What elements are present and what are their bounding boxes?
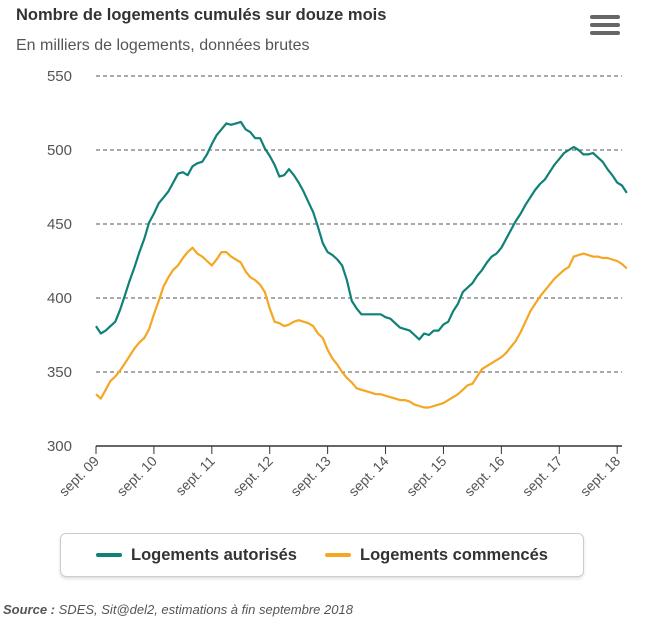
x-tick-label: sept. 18 xyxy=(577,453,624,500)
x-tick-label: sept. 10 xyxy=(113,453,160,500)
series-lines xyxy=(95,120,628,409)
menu-bar xyxy=(590,23,620,27)
source-label: Source : xyxy=(3,602,56,617)
y-tick-label: 500 xyxy=(47,142,72,159)
x-axis: sept. 09 sept. 10 sept. 11 sept. 12 sept. 13… xyxy=(56,445,624,500)
source-note: Source : SDES, Sit@del2, estimations à f… xyxy=(3,602,353,617)
x-tick-label: sept. 12 xyxy=(229,453,276,500)
legend-swatch-autorises xyxy=(96,553,123,557)
grid-lines xyxy=(96,75,622,373)
y-tick-label: 300 xyxy=(47,438,72,455)
series-line-commences[interactable] xyxy=(95,246,628,409)
hamburger-menu-icon[interactable] xyxy=(590,15,620,39)
menu-bar xyxy=(590,15,620,19)
x-tick-label: sept. 16 xyxy=(461,453,508,500)
y-tick-label: 350 xyxy=(47,364,72,381)
chart-subtitle: En milliers de logements, données brutes xyxy=(16,37,310,54)
y-tick-label: 450 xyxy=(47,216,72,233)
legend-label-commences: Logements commencés xyxy=(359,545,548,564)
x-tick-label: sept. 15 xyxy=(403,453,450,500)
x-tick-label: sept. 14 xyxy=(345,453,392,500)
y-tick-label: 550 xyxy=(47,68,72,85)
y-axis-ticks: 300 350 400 450 500 550 xyxy=(47,68,72,455)
legend-swatch-commences xyxy=(324,553,351,557)
legend-item-autorises[interactable]: Logements autorisés xyxy=(96,546,297,565)
menu-bar xyxy=(590,31,620,35)
legend: Logements autorisés Logements commencés xyxy=(60,533,584,577)
x-tick-label: sept. 09 xyxy=(56,453,103,500)
legend-label-autorises: Logements autorisés xyxy=(131,545,297,564)
x-tick-label: sept. 13 xyxy=(287,453,334,500)
legend-item-commences[interactable]: Logements commencés xyxy=(324,545,548,565)
x-tick-label: sept. 11 xyxy=(172,453,218,499)
x-tick-label: sept. 17 xyxy=(519,453,566,500)
chart-title: Nombre de logements cumulés sur douze mo… xyxy=(16,6,387,24)
y-tick-label: 400 xyxy=(47,290,72,307)
source-text: SDES, Sit@del2, estimations à fin septem… xyxy=(58,602,353,617)
series-line-autorises[interactable] xyxy=(95,120,628,341)
